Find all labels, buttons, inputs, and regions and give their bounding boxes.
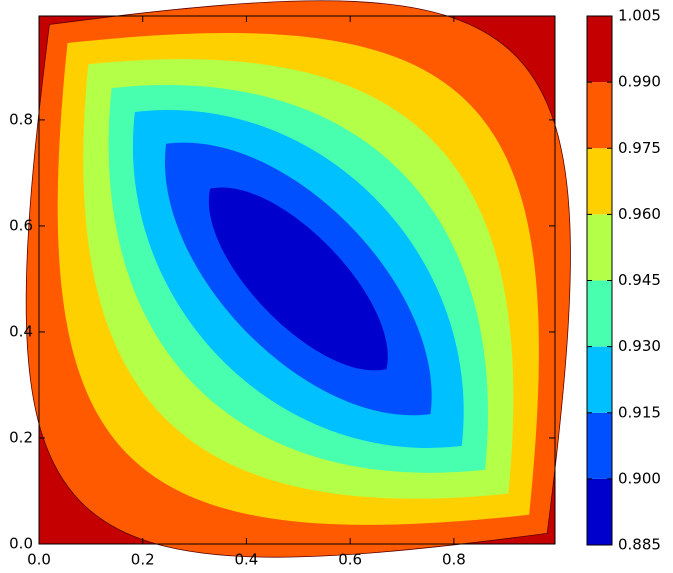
colorbar-band (587, 214, 612, 281)
colorbar-band (587, 82, 612, 149)
plot-frame (38, 15, 556, 545)
x-tick-label: 0.4 (235, 551, 259, 569)
y-tick-label: 0.8 (9, 110, 33, 128)
colorbar-tick-label: 0.960 (618, 205, 661, 223)
colorbar-band (587, 478, 612, 545)
y-tick-label: 0.6 (9, 216, 33, 234)
colorbar-band (587, 280, 612, 347)
x-tick-label: 0.2 (131, 551, 155, 569)
x-tick-label: 0.6 (338, 551, 362, 569)
y-tick-label: 0.2 (9, 428, 33, 446)
colorbar-band (587, 412, 612, 479)
colorbar-tick-label: 0.885 (618, 536, 661, 554)
colorbar-tick-label: 0.975 (618, 139, 661, 157)
colorbar-tick-label: 0.915 (618, 403, 661, 421)
colorbar-tick-label: 0.990 (618, 73, 661, 91)
colorbar-tick-label: 0.930 (618, 337, 661, 355)
colorbar-band (587, 346, 612, 413)
y-tick-label: 0.4 (9, 322, 33, 340)
colorbar-tick-label: 0.900 (618, 469, 661, 487)
colorbar-tick-label: 0.945 (618, 271, 661, 289)
x-tick-label: 0.0 (27, 551, 51, 569)
y-tick-label: 0.0 (9, 535, 33, 553)
colorbar-band (587, 16, 612, 83)
colorbar-band (587, 148, 612, 215)
x-tick-label: 0.8 (442, 551, 466, 569)
contour-band (208, 187, 388, 371)
colorbar-tick-label: 1.005 (618, 7, 661, 25)
